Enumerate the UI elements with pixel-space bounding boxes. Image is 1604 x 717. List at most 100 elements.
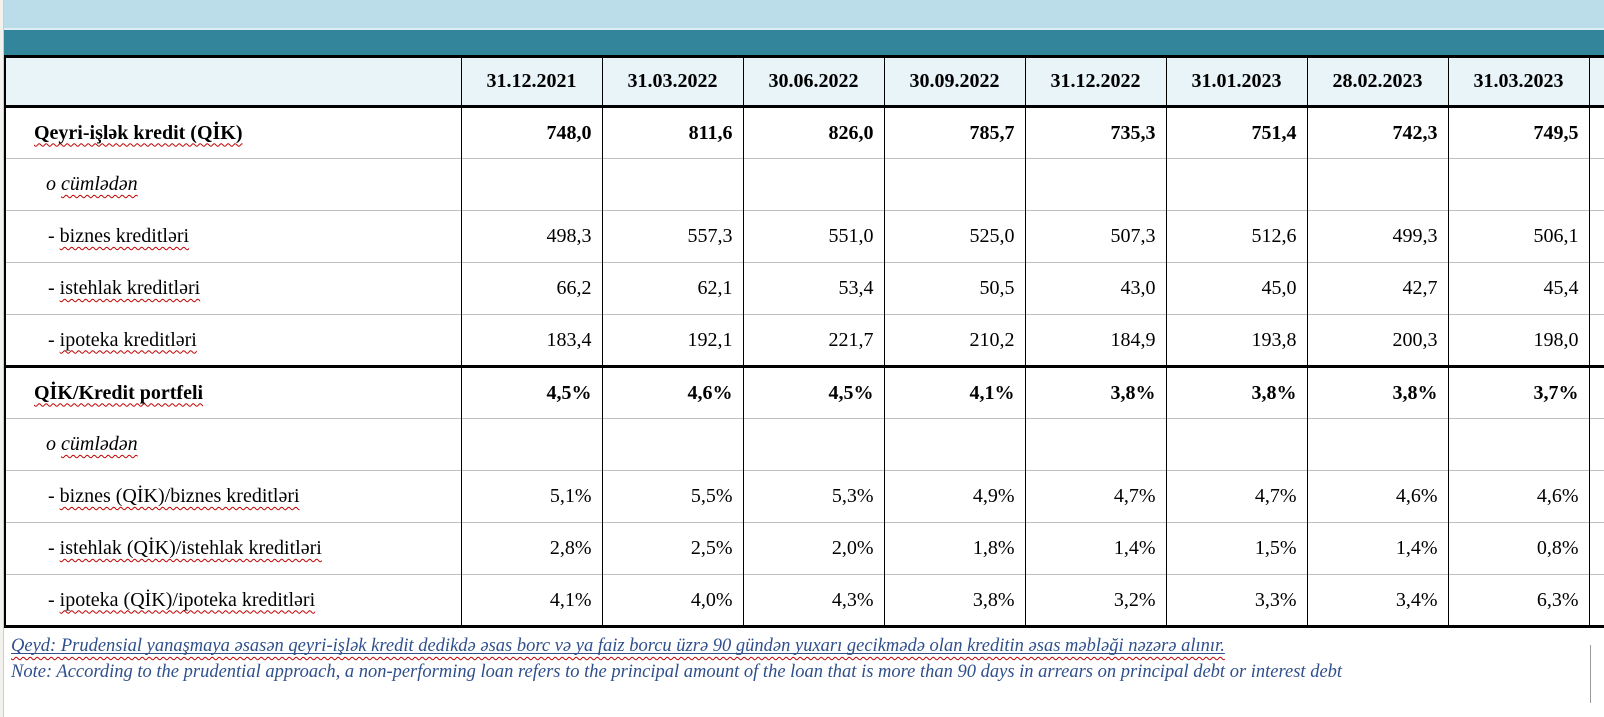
row-label: - biznes kreditləri <box>4 210 461 263</box>
table-row-subheading: o cümlədən <box>4 158 1604 211</box>
value-cell: 3,2% <box>1024 574 1166 628</box>
value-cell: 811,6 <box>601 106 743 159</box>
table-row-npl-ratio: QİK/Kredit portfeli 4,5% 4,6% 4,5% 4,1% … <box>4 365 1604 419</box>
column-header-date: 28.02.2023 <box>1306 55 1448 108</box>
value-cell <box>601 158 743 211</box>
value-cell: 4,9% <box>883 470 1025 523</box>
value-cell: 1,5% <box>1165 522 1307 575</box>
value-cell: 5,1% <box>460 470 602 523</box>
table-row-consumer-ratio: - istehlak (QİK)/istehlak kreditləri 2,8… <box>4 522 1604 575</box>
note-az: Qeyd: Prudensial yanaşmaya əsasən qeyri-… <box>11 633 1604 659</box>
value-cell: 3,3% <box>1165 574 1307 628</box>
value-cell: 3,8% <box>1165 365 1307 419</box>
row-label: - ipoteka kreditləri <box>4 314 461 367</box>
npl-table: 31.12.2021 31.03.2022 30.06.2022 30.09.2… <box>4 55 1604 628</box>
value-cell: 5,3% <box>742 470 884 523</box>
value-cell: 42,7 <box>1306 262 1448 315</box>
row-label-text: biznes (QİK)/biznes kreditləri <box>59 485 300 507</box>
row-label: QİK/Kredit portfeli <box>4 365 461 419</box>
table-row-consumer-loans: - istehlak kreditləri 66,2 62,1 53,4 50,… <box>4 262 1604 315</box>
value-cell: 6,3% <box>1447 574 1589 628</box>
table-row-mortgage-ratio: - ipoteka (QİK)/ipoteka kreditləri 4,1% … <box>4 574 1604 628</box>
note-az-text: Qeyd: Prudensial yanaşmaya əsasən qeyri-… <box>11 636 1225 656</box>
strip-divider <box>4 28 1604 30</box>
row-label: - ipoteka (QİK)/ipoteka kreditləri <box>4 574 461 628</box>
value-cell: 43,0 <box>1024 262 1166 315</box>
table-row-mortgage-loans: - ipoteka kreditləri 183,4 192,1 221,7 2… <box>4 314 1604 367</box>
value-cell <box>742 158 884 211</box>
notes: Qeyd: Prudensial yanaşmaya əsasən qeyri-… <box>4 628 1604 685</box>
top-strip <box>4 0 1604 28</box>
value-cell: 221,7 <box>742 314 884 367</box>
row-label-prefix: - <box>48 225 60 247</box>
value-cell <box>1165 418 1307 471</box>
row-label-prefix: - <box>48 537 60 559</box>
row-label-prefix: - <box>48 588 60 611</box>
value-cell: 210,2 <box>883 314 1025 367</box>
sliver-cell <box>1588 314 1604 367</box>
value-cell: 512,6 <box>1165 210 1307 263</box>
row-label-text: istehlak (QİK)/istehlak kreditləri <box>59 537 322 559</box>
sliver-column-tail-line <box>1590 645 1591 703</box>
value-cell <box>742 418 884 471</box>
value-cell: 53,4 <box>742 262 884 315</box>
column-header-date: 31.03.2023 <box>1447 55 1589 108</box>
value-cell: 4,1% <box>883 365 1025 419</box>
row-label: o cümlədən <box>4 418 461 471</box>
table-row-business-ratio: - biznes (QİK)/biznes kreditləri 5,1% 5,… <box>4 470 1604 523</box>
page-content: 31.12.2021 31.03.2022 30.06.2022 30.09.2… <box>4 0 1604 685</box>
row-label-text: ipoteka kreditləri <box>59 328 197 351</box>
value-cell <box>460 158 602 211</box>
sliver-cell <box>1588 574 1604 628</box>
value-cell: 3,8% <box>1306 365 1448 419</box>
value-cell: 506,1 <box>1447 210 1589 263</box>
sliver-cell <box>1588 210 1604 263</box>
value-cell: 4,6% <box>1306 470 1448 523</box>
value-cell <box>1024 158 1166 211</box>
value-cell: 200,3 <box>1306 314 1448 367</box>
value-cell: 4,6% <box>1447 470 1589 523</box>
value-cell: 184,9 <box>1024 314 1166 367</box>
value-cell <box>1306 158 1448 211</box>
value-cell: 785,7 <box>883 106 1025 159</box>
value-cell: 525,0 <box>883 210 1025 263</box>
row-label-text: ipoteka (QİK)/ipoteka kreditləri <box>59 588 316 611</box>
value-cell: 748,0 <box>460 106 602 159</box>
row-label-text: cümlədən <box>61 173 138 195</box>
value-cell: 4,7% <box>1024 470 1166 523</box>
value-cell <box>1447 158 1589 211</box>
corner-header-cell <box>4 55 461 108</box>
value-cell: 192,1 <box>601 314 743 367</box>
value-cell <box>1165 158 1307 211</box>
value-cell: 742,3 <box>1306 106 1448 159</box>
value-cell: 4,7% <box>1165 470 1307 523</box>
column-header-date: 31.12.2022 <box>1024 55 1166 108</box>
row-label-text: istehlak kreditləri <box>59 277 201 299</box>
value-cell: 3,8% <box>883 574 1025 628</box>
value-cell: 45,0 <box>1165 262 1307 315</box>
column-header-date: 31.03.2022 <box>601 55 743 108</box>
sliver-cell <box>1588 418 1604 471</box>
row-label: - biznes (QİK)/biznes kreditləri <box>4 470 461 523</box>
value-cell: 5,5% <box>601 470 743 523</box>
value-cell <box>460 418 602 471</box>
value-cell: 198,0 <box>1447 314 1589 367</box>
value-cell: 50,5 <box>883 262 1025 315</box>
value-cell: 3,4% <box>1306 574 1448 628</box>
value-cell: 2,0% <box>742 522 884 575</box>
row-label: o cümlədən <box>4 158 461 211</box>
row-label-prefix: o <box>46 173 61 195</box>
value-cell: 183,4 <box>460 314 602 367</box>
row-label: - istehlak (QİK)/istehlak kreditləri <box>4 522 461 575</box>
value-cell: 4,0% <box>601 574 743 628</box>
row-label-text: cümlədən <box>61 433 138 455</box>
value-cell: 826,0 <box>742 106 884 159</box>
value-cell: 751,4 <box>1165 106 1307 159</box>
value-cell: 499,3 <box>1306 210 1448 263</box>
row-label-text: Qeyri-işlək kredit (QİK) <box>34 121 243 144</box>
header-sliver-cell <box>1588 55 1604 108</box>
row-label-prefix: - <box>48 328 60 351</box>
row-label-text: QİK/Kredit portfeli <box>34 381 204 404</box>
value-cell: 2,5% <box>601 522 743 575</box>
